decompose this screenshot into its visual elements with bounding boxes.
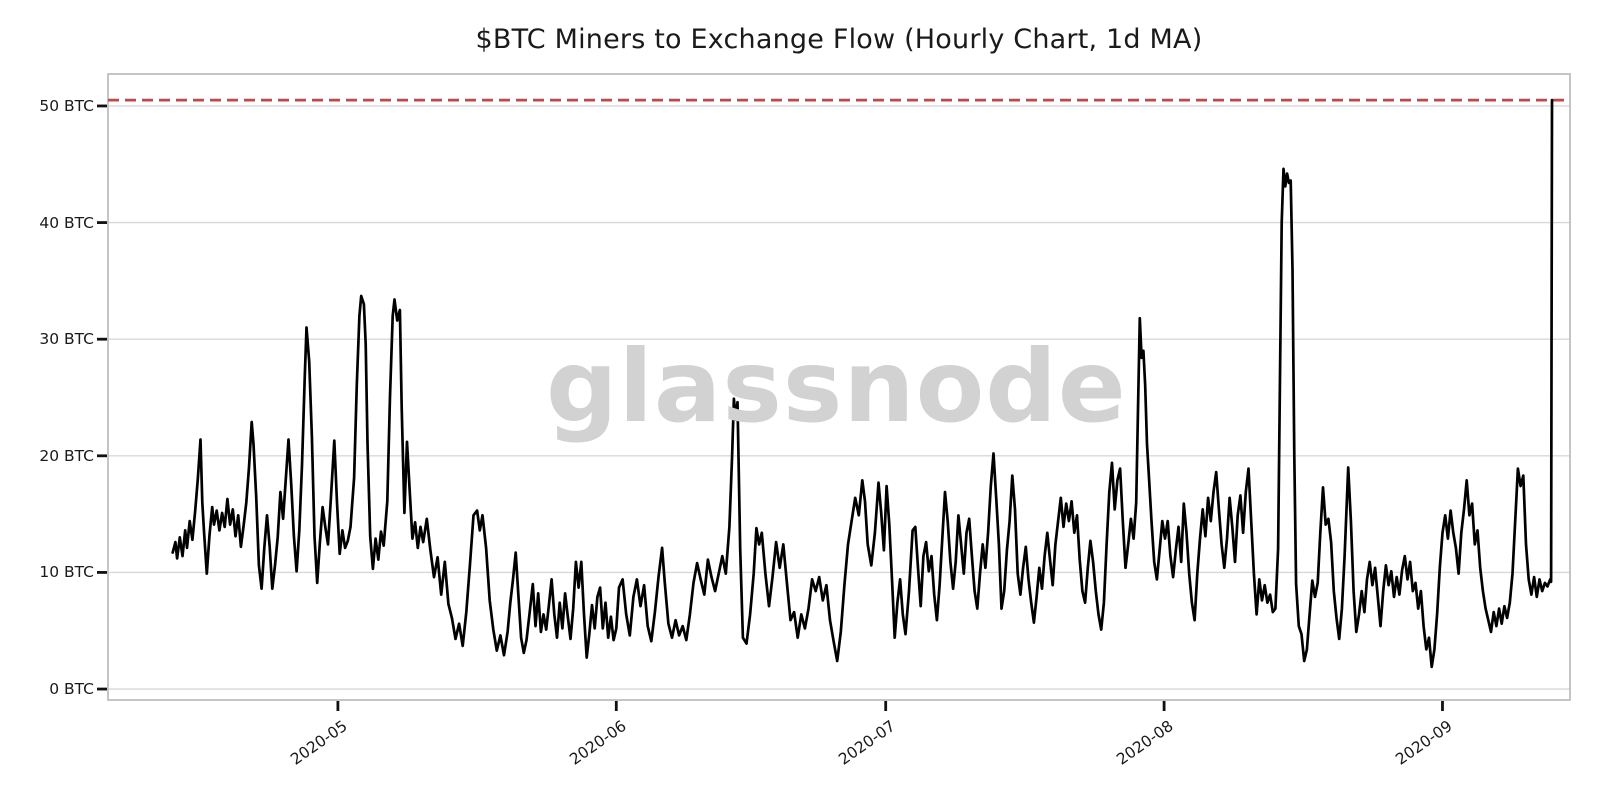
y-tick-label: 0 BTC [49,680,94,699]
y-tick-label: 30 BTC [39,330,94,349]
data-line [171,98,1554,669]
y-tick-label: 10 BTC [39,563,94,582]
y-tick-label: 50 BTC [39,96,94,115]
glassnode-watermark: glassnode [546,328,1127,445]
y-tick-label: 20 BTC [39,446,94,465]
chart-title: $BTC Miners to Exchange Flow (Hourly Cha… [475,24,1203,55]
y-tick-label: 40 BTC [39,213,94,232]
plot-border [107,73,1571,701]
